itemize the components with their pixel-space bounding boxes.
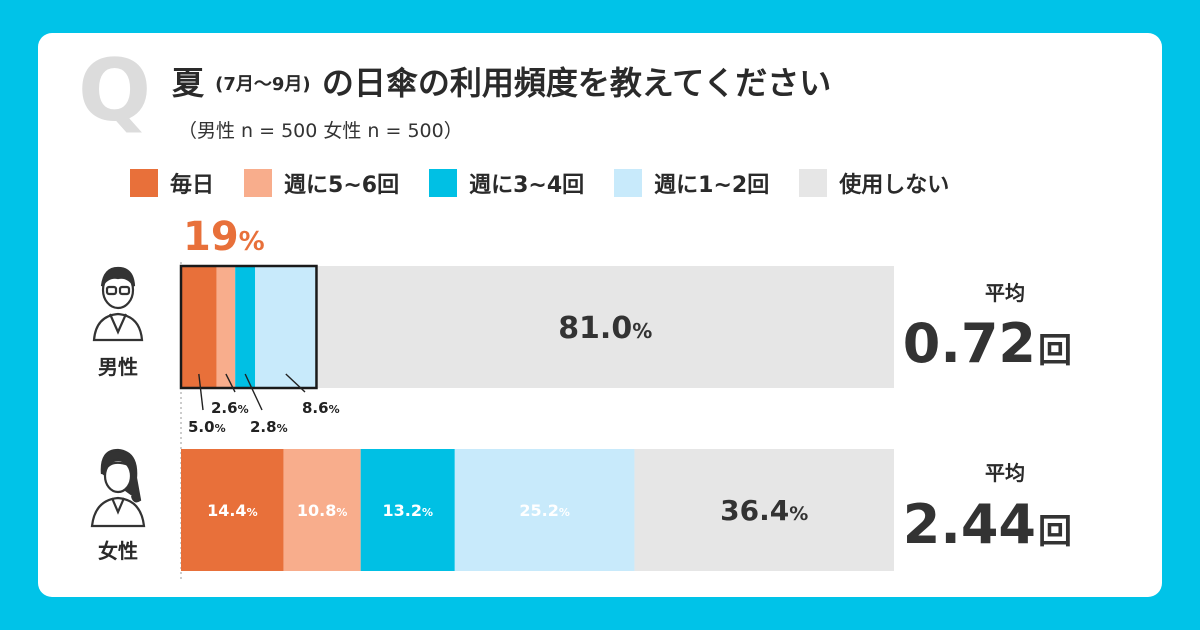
data-label-male-daily: 5.0%: [188, 418, 226, 436]
bar-male-w56: [216, 266, 236, 388]
sample-size: （男性 n = 500 女性 n = 500）: [178, 120, 463, 142]
bar-male-daily: [181, 266, 217, 388]
legend-swatch-never: [799, 169, 828, 197]
data-label-female-w12-number: 25.2: [519, 501, 558, 520]
data-label-male-never-number: 81.0: [558, 311, 632, 346]
data-label-male-daily-unit: %: [215, 422, 226, 435]
category-label-female: 女性: [98, 539, 138, 563]
male-user-highlight-box: [179, 264, 318, 390]
legend-label-w56: 週に5~6回: [284, 173, 400, 198]
data-label-female-w56-unit: %: [336, 506, 347, 519]
legend-swatch-w34: [429, 169, 458, 197]
data-label-male-w34-unit: %: [277, 422, 288, 435]
legend-label-w34: 週に3~4回: [469, 173, 585, 198]
leader-line-male-daily: [198, 373, 204, 411]
data-label-female-w34-unit: %: [422, 506, 433, 519]
data-label-female-daily-unit: %: [247, 506, 258, 519]
data-label-female-never-number: 36.4: [720, 494, 789, 527]
legend-item-w34: 週に3~4回: [429, 167, 584, 199]
legend-item-w56: 週に5~6回: [244, 167, 399, 199]
data-label-female-never: 36.4%: [720, 494, 808, 527]
q-mark-icon: Q: [78, 41, 152, 141]
legend-label-w12: 週に1~2回: [654, 173, 770, 198]
data-label-male-w56: 2.6%: [211, 399, 249, 417]
data-label-male-w56-unit: %: [238, 403, 249, 416]
bar-female-w34: [360, 449, 455, 571]
male-user-total-label: 19%: [183, 214, 265, 260]
legend-swatch-w12: [614, 169, 643, 197]
title-rest: の日傘の利用頻度を教えてください: [321, 64, 832, 102]
data-label-male-w12: 8.6%: [302, 399, 340, 417]
data-label-female-w56-number: 10.8: [297, 501, 336, 520]
legend-label-never: 使用しない: [839, 173, 950, 198]
leader-line-male-w12: [285, 373, 306, 393]
legend-item-never: 使用しない: [799, 167, 949, 199]
bar-female-w56: [283, 449, 361, 571]
data-label-female-daily: 14.4%: [207, 501, 258, 520]
data-label-male-w34-number: 2.8: [250, 418, 277, 436]
bar-male-w34: [235, 266, 256, 388]
avg-label-male: 平均: [985, 281, 1025, 305]
data-label-female-w12-unit: %: [559, 506, 570, 519]
page-title: 夏 (7月～9月) の日傘の利用頻度を教えてください: [172, 64, 832, 102]
data-label-female-w34-number: 13.2: [382, 501, 421, 520]
bar-male-w12: [255, 266, 317, 388]
male-user-total-unit: %: [239, 227, 265, 257]
bar-female-daily: [181, 449, 284, 571]
legend-label-daily: 毎日: [170, 173, 215, 198]
data-label-male-never-unit: %: [632, 319, 652, 343]
data-label-male-w12-unit: %: [329, 403, 340, 416]
data-label-male-w12-number: 8.6: [302, 399, 329, 417]
male-avatar-icon: [92, 266, 144, 342]
data-label-male-never: 81.0%: [558, 311, 652, 346]
legend-swatch-w56: [244, 169, 273, 197]
leader-line-male-w34: [244, 373, 263, 411]
legend-item-w12: 週に1~2回: [614, 167, 769, 199]
avg-unit-female: 回: [1038, 512, 1072, 552]
legend-item-daily: 毎日: [130, 167, 214, 199]
data-label-female-w12: 25.2%: [519, 501, 570, 520]
data-label-male-w56-number: 2.6: [211, 399, 238, 417]
bar-female-never: [634, 449, 894, 571]
avg-unit-male: 回: [1038, 331, 1072, 371]
data-label-female-never-unit: %: [789, 503, 808, 525]
avg-label-female: 平均: [985, 461, 1025, 485]
data-label-female-w34: 13.2%: [382, 501, 433, 520]
avg-value-male: 0.72: [903, 312, 1036, 375]
data-label-female-daily-number: 14.4: [207, 501, 246, 520]
category-label-male: 男性: [98, 355, 138, 379]
title-main: 夏: [172, 64, 205, 102]
female-avatar-icon: [90, 448, 146, 528]
bar-male-never: [316, 266, 895, 388]
leader-line-male-w56: [225, 373, 236, 393]
bar-female-w12: [454, 449, 635, 571]
avg-value-female: 2.44: [903, 493, 1036, 556]
data-label-male-w34: 2.8%: [250, 418, 288, 436]
data-label-male-daily-number: 5.0: [188, 418, 215, 436]
legend-swatch-daily: [130, 169, 158, 197]
male-user-total-value: 19: [183, 214, 239, 260]
data-label-female-w56: 10.8%: [297, 501, 348, 520]
title-period: (7月～9月): [215, 74, 311, 95]
legend: 毎日 週に5~6回 週に3~4回 週に1~2回 使用しない: [130, 168, 979, 198]
